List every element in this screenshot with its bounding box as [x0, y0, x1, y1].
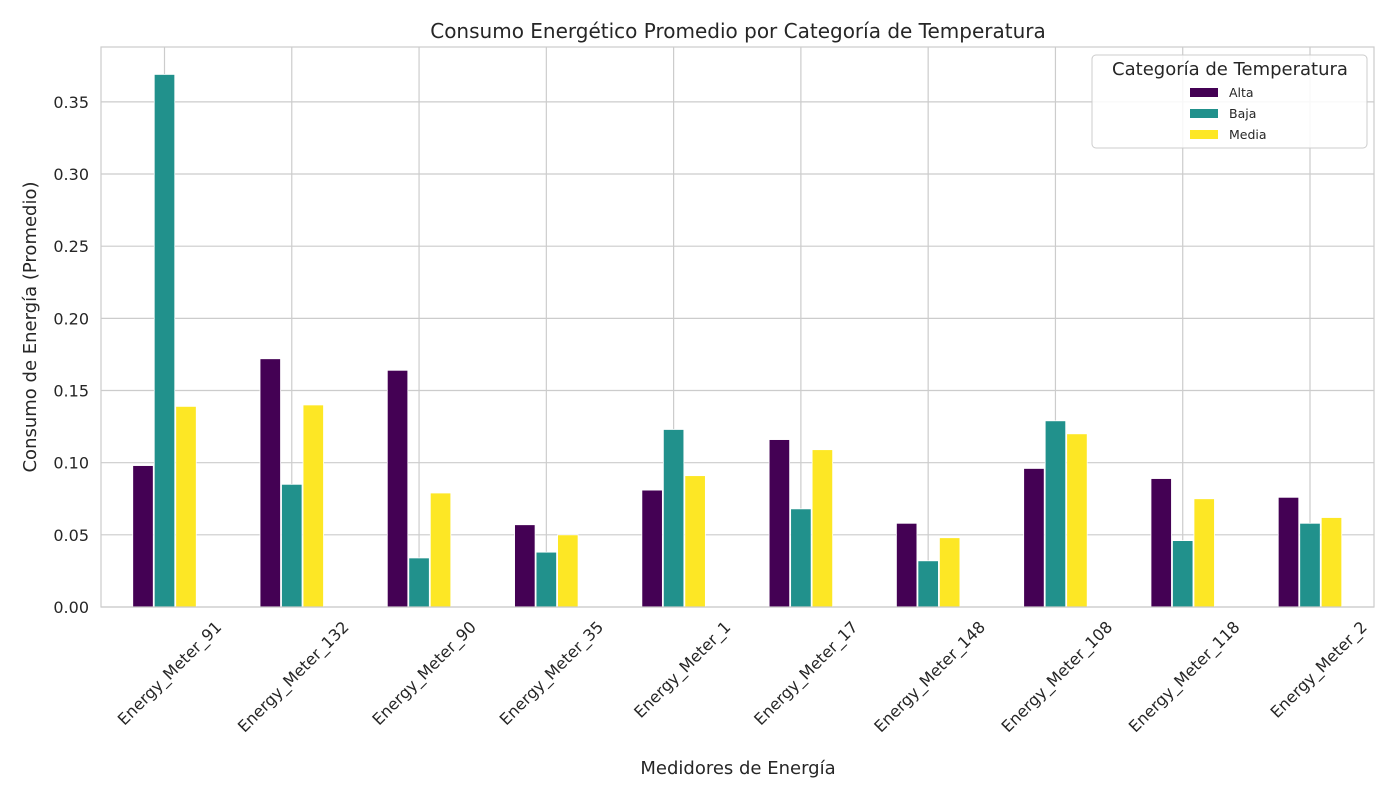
bar-baja [408, 557, 430, 608]
y-tick-label: 0.25 [53, 237, 89, 256]
series-baja [153, 74, 1321, 608]
bar-alta [259, 358, 281, 608]
bar-media [684, 475, 706, 608]
bar-media [1066, 433, 1088, 608]
bar-baja [790, 508, 812, 608]
plot-frame [100, 46, 1375, 608]
y-tick-label: 0.10 [53, 454, 89, 473]
legend-swatch [1190, 109, 1218, 118]
legend-items: Alta Baja Media [1190, 85, 1267, 142]
bar-baja [1299, 522, 1321, 608]
y-axis-label: Consumo de Energía (Promedio) [20, 181, 41, 472]
bar-baja [535, 551, 557, 608]
legend-item-label: Alta [1229, 85, 1254, 100]
x-tick-label: Energy_Meter_118 [1125, 617, 1244, 736]
bar-alta [386, 369, 409, 608]
legend-swatch [1190, 130, 1218, 139]
legend-item-label: Media [1229, 127, 1267, 142]
bar-alta [132, 465, 154, 608]
bar-alta [1277, 496, 1300, 608]
legend-swatch [1190, 88, 1218, 97]
bar-baja [662, 429, 685, 608]
bar-media [175, 405, 197, 608]
bar-alta [1023, 468, 1045, 608]
y-tick-label: 0.35 [53, 93, 89, 112]
x-tick-label: Energy_Meter_148 [870, 617, 989, 736]
legend-item-label: Baja [1229, 106, 1256, 121]
x-tick-label: Energy_Meter_17 [750, 617, 862, 729]
x-tick-label: Energy_Meter_1 [630, 617, 735, 722]
x-tick-label: Energy_Meter_35 [496, 617, 608, 729]
bar-media [557, 534, 579, 608]
legend-box [1091, 54, 1368, 149]
bar-media [1320, 517, 1343, 608]
bar-baja [281, 483, 303, 608]
legend: Categoría de Temperatura Alta Baja Media [1091, 54, 1368, 149]
x-tick-label: Energy_Meter_132 [234, 617, 353, 736]
x-tick-label: Energy_Meter_90 [368, 617, 480, 729]
bar-alta [896, 522, 918, 608]
series-alta [132, 358, 1300, 608]
x-axis-label: Medidores de Energía [640, 758, 835, 779]
x-axis-ticks: Energy_Meter_91 Energy_Meter_132 Energy_Me… [114, 617, 1372, 736]
x-tick-label: Energy_Meter_2 [1266, 617, 1371, 722]
chart-title: Consumo Energético Promedio por Categorí… [430, 19, 1046, 43]
series-media [175, 404, 1343, 608]
bar-alta [1150, 478, 1172, 608]
y-tick-label: 0.20 [53, 309, 89, 328]
bar-media [1193, 498, 1215, 608]
bar-baja [917, 560, 939, 608]
bar-media [429, 492, 452, 608]
legend-title: Categoría de Temperatura [1112, 59, 1348, 80]
bar-baja [153, 74, 176, 608]
bars [132, 74, 1343, 608]
x-tick-label: Energy_Meter_108 [998, 617, 1117, 736]
bar-baja [1172, 540, 1194, 608]
bar-baja [1044, 420, 1067, 608]
y-tick-label: 0.15 [53, 382, 89, 401]
bar-media [302, 404, 324, 608]
y-tick-label: 0.30 [53, 165, 89, 184]
x-tick-label: Energy_Meter_91 [114, 617, 226, 729]
bar-alta [641, 489, 663, 608]
bar-alta [514, 524, 536, 608]
y-axis-ticks: 0.00 0.05 0.10 0.15 0.20 0.25 0.30 0.35 [53, 93, 89, 617]
y-tick-label: 0.05 [53, 526, 89, 545]
bar-media [939, 537, 961, 608]
bar-media [811, 449, 834, 608]
y-tick-label: 0.00 [53, 598, 89, 617]
bar-alta [768, 439, 791, 608]
